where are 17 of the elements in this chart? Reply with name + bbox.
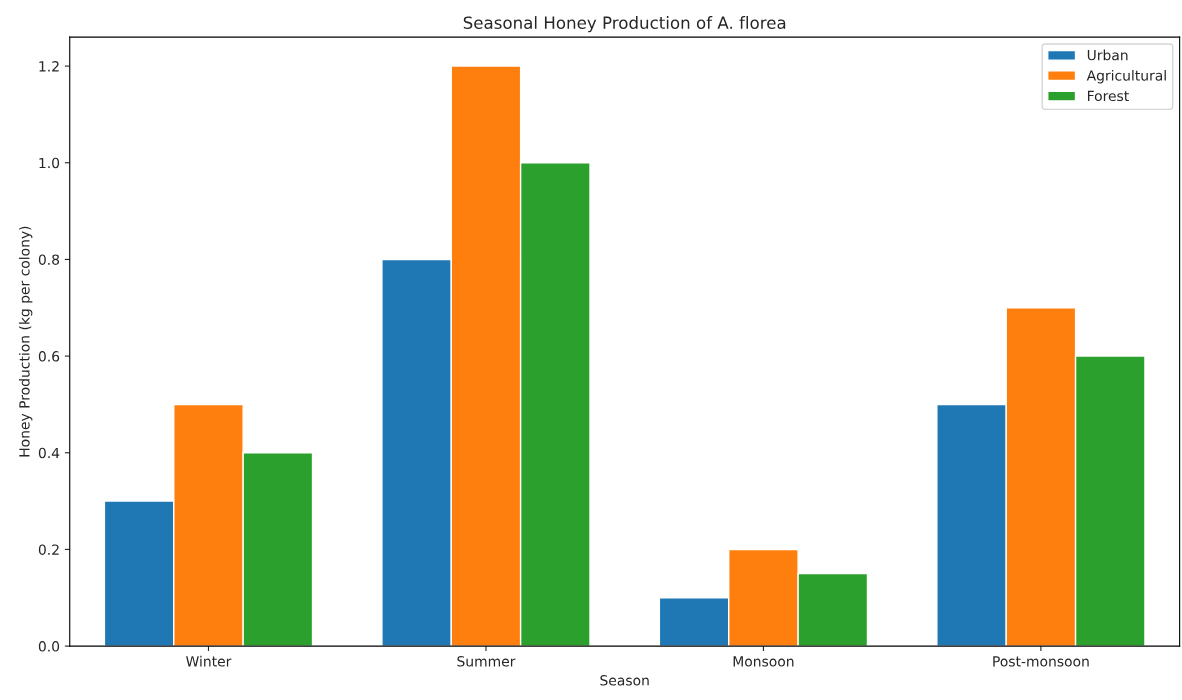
x-axis-title: Season — [600, 675, 649, 686]
legend-label: Forest — [1087, 90, 1129, 102]
y-tick-label: 0.0 — [38, 641, 60, 652]
y-tick-label: 0.4 — [38, 447, 60, 459]
x-tick-label: Winter — [186, 655, 232, 667]
x-tick-label: Monsoon — [733, 656, 794, 667]
chart-title: Seasonal Honey Production of A. florea — [463, 16, 786, 33]
x-tick-label: Post-monsoon — [993, 656, 1089, 667]
y-tick-label: 0.2 — [38, 544, 59, 555]
y-tick-label: 1.2 — [39, 61, 59, 72]
x-tick-label: Summer — [457, 656, 516, 667]
legend-label: Urban — [1087, 49, 1128, 61]
y-axis-title: Honey Production (kg per colony) — [18, 226, 33, 457]
y-tick-label: 0.8 — [38, 254, 60, 265]
legend-label: Agricultural — [1086, 69, 1166, 84]
y-tick-label: 1.0 — [39, 157, 60, 169]
y-tick-label: 0.6 — [38, 351, 60, 362]
